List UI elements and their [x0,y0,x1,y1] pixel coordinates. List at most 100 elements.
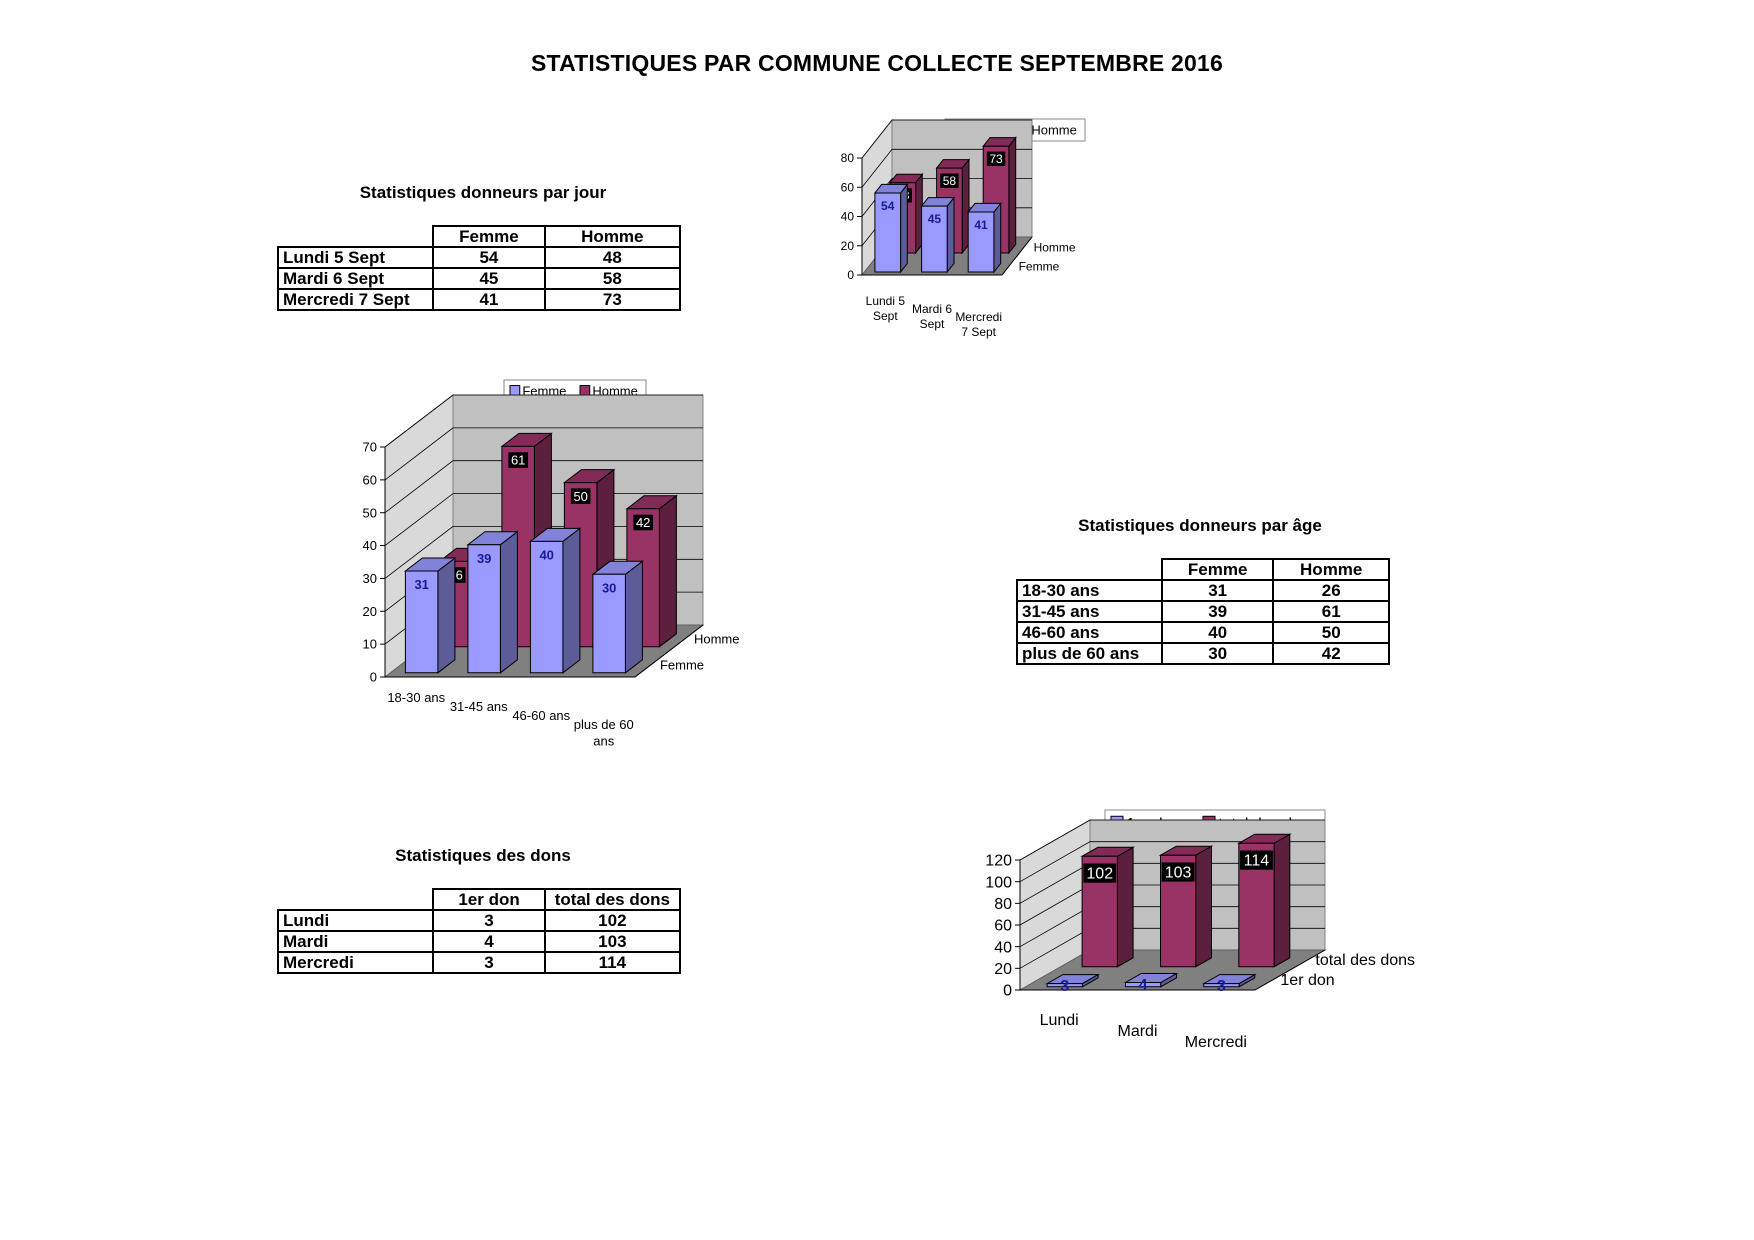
category-label: 46-60 ans [512,708,570,723]
bar-series1 [920,196,956,274]
bar-series1 [1123,972,1179,988]
data-label-bg [986,151,1006,166]
table-corner [278,226,433,247]
data-label: 102 [1086,866,1113,883]
bar-face [1238,842,1275,968]
legend-swatch [579,385,591,396]
legend-swatch [509,385,521,396]
y-tick-label: 120 [985,853,1012,870]
y-tick-label: 20 [363,604,377,619]
table-corner [1017,559,1162,580]
table-header-row: Femme Homme [1017,558,1390,581]
y-tick-label: 40 [363,538,377,553]
y-tick-label: 80 [841,151,855,165]
y-tick-label: 60 [841,180,855,194]
data-label: 45 [928,212,942,226]
depth-label: total des dons [1315,952,1415,969]
data-label: 41 [974,218,988,232]
category-label: plus de 60 [574,717,634,732]
table-corner [278,889,433,910]
depth-axis [1254,949,1326,991]
bar-face [993,201,1002,274]
depth-label: Homme [1034,241,1076,255]
y-tick-label: 0 [847,268,854,282]
category-label: Sept [920,317,945,331]
gridline [384,427,703,481]
table-cell: 4 [432,930,546,953]
table-header-row: Femme Homme [278,225,682,248]
y-tick-label: 0 [370,670,377,685]
table-row: Mardi 6 Sept 45 58 [276,267,682,290]
y-tick-label: 20 [994,961,1012,978]
data-label-bg [1240,850,1273,870]
gridline [384,460,703,514]
data-label: 3 [1060,978,1069,995]
depth-label: 1er don [1280,972,1334,989]
row-label: Mardi [276,930,435,953]
table-cell: 42 [1272,642,1390,665]
table-row: 31-45 ans 39 61 [1016,600,1390,623]
y-tick-label: 40 [841,210,855,224]
table-cell: 41 [432,288,546,311]
column-header: Femme [432,225,546,248]
bar-face [1273,833,1291,968]
gridline [1019,819,1325,861]
data-label: 40 [539,548,553,563]
table-cell: 30 [1160,642,1275,665]
bar-series1 [403,556,457,674]
table-cell: 3 [432,951,546,974]
data-label: 3 [1217,978,1226,995]
row-label: Mardi 6 Sept [276,267,435,290]
table-cell: 3 [432,909,546,932]
y-tick-label: 0 [1003,983,1012,1000]
table-cell: 58 [543,267,682,290]
bar-face [946,196,955,274]
gridline [384,525,703,579]
bar-face [900,182,908,274]
bar-face [467,544,501,674]
data-label: 114 [1244,853,1270,870]
category-label: 7 Sept [961,325,996,339]
data-label: 58 [943,174,957,188]
row-label: Mercredi [276,951,435,974]
table-row: Mardi 4 103 [276,930,682,953]
bar-face [1160,854,1197,968]
data-label: 30 [602,580,616,595]
bar-series2 [1158,845,1214,968]
bar-series2 [1236,833,1292,968]
row-label: Mercredi 7 Sept [276,288,435,311]
bar-face [1195,845,1212,968]
table-dons: 1er don total des dons Lundi 3 102 Mardi… [276,888,682,974]
table-age-title: Statistiques donneurs par âge [1078,516,1322,535]
table-cell: 26 [1272,579,1390,602]
depth-axis [1001,236,1033,276]
bar-face [874,192,902,273]
bar-face [1125,982,1162,988]
bar-face [1116,846,1134,968]
category-label: 18-30 ans [387,690,445,705]
data-label-bg [940,173,959,188]
bar-face [967,211,995,273]
y-tick-label: 30 [363,571,377,586]
table-day-title: Statistiques donneurs par jour [359,183,607,202]
table-dons-title: Statistiques des dons [395,846,571,865]
bar-series2 [625,494,678,648]
table-cell: 39 [1160,600,1275,623]
data-label: 73 [989,152,1003,166]
column-header: Femme [1160,558,1275,581]
table-cell: 114 [543,951,682,974]
bar-series1 [967,201,1002,274]
table-cell: 73 [543,288,682,311]
data-label: 50 [573,489,587,504]
bar-face [1203,983,1240,988]
bar-series2 [1080,846,1135,968]
depth-label: Homme [694,632,740,647]
bar-face [404,570,439,674]
y-tick-label: 70 [363,440,377,455]
row-label: 31-45 ans [1016,600,1163,623]
table-day: Femme Homme Lundi 5 Sept 54 48 Mardi 6 S… [276,225,682,311]
row-label: 46-60 ans [1016,621,1163,644]
depth-label: Femme [1019,260,1060,274]
data-label-bg [1083,863,1117,883]
